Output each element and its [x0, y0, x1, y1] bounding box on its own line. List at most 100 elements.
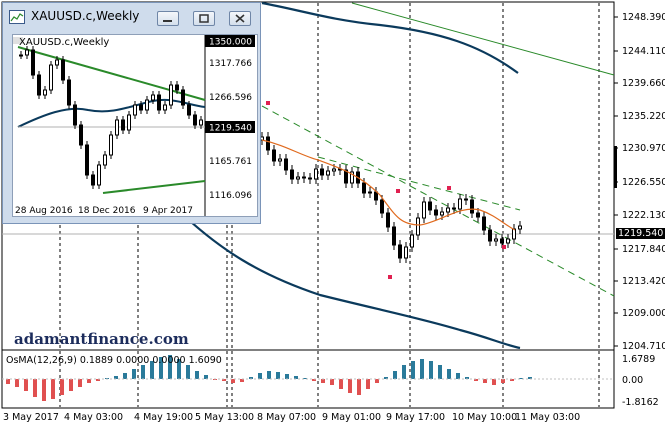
osma-bar [267, 371, 271, 379]
minimize-button[interactable] [157, 11, 179, 26]
osma-bar [51, 379, 55, 399]
candle-body [19, 54, 23, 57]
osma-bar [33, 379, 37, 397]
candle-body [320, 168, 324, 176]
candle-body [139, 104, 143, 111]
candle-body [314, 168, 318, 180]
osma-indicator-label: OsMA(12,26,9) 0.1889 0.0000 0.0000 1.609… [6, 355, 222, 366]
candle-body [157, 94, 161, 111]
price-label: 1217.840 [622, 244, 665, 255]
window-titlebar[interactable]: XAUUSD.c,Weekly [7, 7, 257, 27]
osma-bar [438, 365, 442, 379]
inset-chart-area[interactable]: XAUUSD.c,Weekly 1350.000 1317.766 1266.5… [12, 34, 258, 217]
candle-body [193, 114, 197, 126]
osma-bar [348, 379, 352, 393]
osma-bar [114, 376, 118, 379]
upper-band-line [261, 1, 519, 74]
candle-body [290, 169, 294, 180]
time-axis: 3 May 2017 4 May 03:00 4 May 19:00 5 May… [3, 412, 580, 423]
osma-bar [195, 371, 199, 379]
candle-body [494, 238, 498, 242]
candle-body [37, 74, 41, 96]
osma-bar [249, 377, 253, 379]
osma-bar [483, 379, 487, 383]
inset-price-label: 1266.596 [209, 93, 252, 103]
inset-chart-svg: XAUUSD.c,Weekly 1350.000 1317.766 1266.5… [13, 35, 255, 216]
time-label: 9 May 01:00 [322, 412, 381, 423]
candle-body [428, 201, 432, 211]
time-label: 4 May 03:00 [64, 412, 123, 423]
price-label: 1248.390 [622, 12, 665, 23]
candle-body [512, 228, 516, 240]
osma-axis-label: 0.00 [622, 375, 643, 386]
candle-body [302, 176, 306, 179]
candle-body [115, 119, 119, 136]
candle-body [79, 124, 83, 146]
osma-bar [321, 379, 325, 383]
osma-bar [465, 377, 469, 379]
inset-title: XAUUSD.c,Weekly [19, 37, 109, 48]
candle-body [464, 198, 468, 201]
osma-bar [69, 379, 73, 391]
price-label: 1244.110 [622, 46, 665, 57]
candle-body [452, 207, 456, 210]
osma-bar [519, 378, 523, 379]
osma-bar [429, 361, 433, 379]
osma-axis-label: -1.8162 [622, 397, 659, 408]
candle-body [103, 154, 107, 166]
price-label: 1226.550 [622, 177, 665, 188]
osma-bar [528, 377, 532, 379]
osma-bar [357, 379, 361, 395]
candle-body [326, 170, 330, 176]
lower-trendline [261, 105, 615, 297]
inset-time-label: 28 Aug 2016 [15, 206, 73, 216]
inset-chart-window[interactable]: XAUUSD.c,Weekly XAUUSD.c,Weekly 1350.000… [2, 2, 261, 224]
osma-bar [186, 365, 190, 379]
price-label: 1222.130 [622, 210, 665, 221]
candle-body [404, 246, 408, 259]
osma-bar [384, 377, 388, 379]
osma-bar [6, 379, 10, 384]
candle-body [133, 104, 137, 116]
candle-body [368, 191, 372, 194]
close-icon [235, 14, 245, 23]
candle-body [488, 229, 492, 242]
close-button[interactable] [229, 11, 251, 26]
time-label: 4 May 19:00 [134, 412, 193, 423]
price-label: 1213.420 [622, 276, 665, 287]
osma-bar [411, 361, 415, 379]
candle-body [386, 212, 390, 228]
candle-body [296, 176, 300, 180]
candle-body [55, 59, 59, 66]
osma-bar [87, 379, 91, 383]
candle-body [25, 49, 29, 56]
restore-icon [199, 14, 209, 23]
candle-body [374, 191, 378, 201]
osma-bar [15, 379, 19, 387]
candle-body [362, 182, 366, 194]
restore-button[interactable] [193, 11, 215, 26]
candle-body [344, 169, 348, 184]
inset-trendline-lower [102, 180, 206, 194]
candle-body [332, 168, 336, 172]
osma-bar [96, 379, 100, 381]
candle-body [422, 201, 426, 219]
candle-body [446, 207, 450, 213]
candle-body [284, 158, 288, 171]
osma-bar [456, 373, 460, 379]
osma-bar [150, 361, 154, 379]
axis-scroll-marker[interactable] [614, 146, 617, 188]
candle-body [97, 164, 101, 186]
candle-body [61, 59, 65, 81]
candle-body [440, 211, 444, 216]
candle-body [109, 134, 113, 156]
inset-time-label: 18 Dec 2016 [78, 206, 136, 216]
candle-body [350, 171, 354, 184]
osma-bar [24, 379, 28, 391]
candle-body [73, 104, 77, 126]
osma-axis-label: 1.6789 [622, 354, 655, 365]
current-price-tag: 1219.540 [616, 228, 665, 239]
osma-bar [510, 379, 514, 381]
candle-body [434, 209, 438, 216]
candle-body [266, 136, 270, 151]
